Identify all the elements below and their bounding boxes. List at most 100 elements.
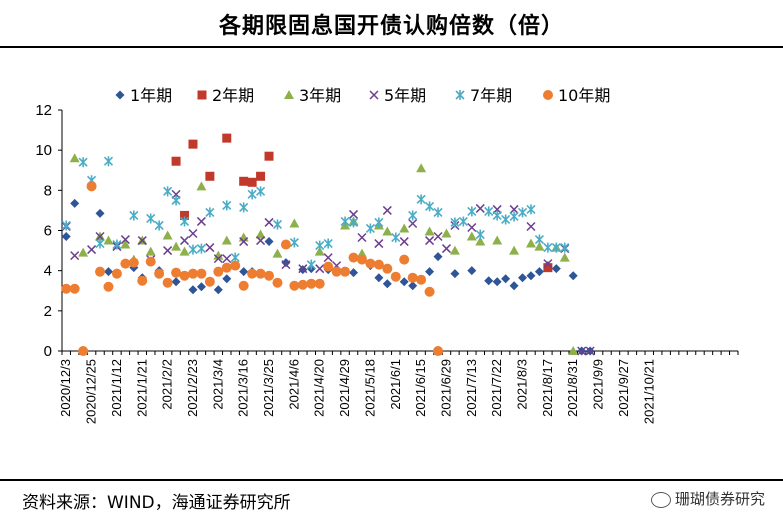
data-point (69, 153, 80, 163)
data-point (399, 237, 409, 247)
data-point (526, 271, 536, 281)
data-point (306, 259, 316, 270)
legend-marker (455, 90, 465, 100)
x-tick-label: 2021/2/2 (160, 359, 175, 410)
data-point (137, 275, 148, 286)
title-rule (0, 46, 783, 48)
data-point (128, 257, 139, 268)
data-point (163, 186, 173, 197)
data-point (95, 266, 106, 277)
legend: 1年期 2年期 3年期 5年期 7年期 10年期 (115, 86, 610, 105)
data-point (348, 217, 359, 228)
wechat-icon (650, 491, 671, 508)
data-point (146, 213, 156, 224)
data-point (408, 218, 418, 229)
data-point (382, 226, 393, 236)
data-point (492, 277, 502, 287)
data-point (120, 239, 131, 249)
data-point (281, 258, 291, 268)
data-point (551, 264, 561, 274)
data-point (534, 267, 544, 277)
data-point (356, 254, 367, 265)
data-point (315, 240, 325, 251)
x-tick-label: 2021/4/6 (286, 359, 301, 410)
data-point (120, 258, 131, 269)
legend-marker (369, 90, 379, 100)
data-point (517, 207, 528, 218)
data-point (518, 273, 528, 283)
x-tick-label: 2020/12/3 (58, 359, 73, 417)
data-point (103, 235, 114, 245)
data-point (374, 239, 384, 249)
legend-item: 2年期 (197, 86, 254, 105)
x-tick-label: 2021/8/3 (515, 359, 530, 410)
data-point (526, 221, 536, 232)
data-point (256, 236, 266, 246)
data-point (196, 181, 207, 191)
data-point (272, 219, 283, 230)
data-point (509, 211, 519, 222)
data-point (348, 252, 359, 263)
data-point (187, 268, 198, 279)
x-tick-label: 2021/4/29 (337, 359, 352, 417)
data-point (492, 210, 502, 221)
data-point (180, 210, 190, 220)
data-point (196, 243, 206, 254)
data-point (188, 244, 198, 255)
data-point (424, 226, 435, 236)
chart-title: 各期限固息国开债认购倍数（倍） (218, 14, 564, 39)
data-point (433, 346, 444, 356)
legend-item: 7年期 (455, 86, 512, 105)
legend-item: 10年期 (543, 86, 610, 105)
data-point (162, 230, 173, 240)
data-point (221, 262, 232, 273)
data-point (560, 242, 570, 253)
data-point (323, 253, 333, 263)
data-point (264, 151, 274, 161)
data-point (95, 208, 105, 218)
data-point (70, 198, 80, 208)
data-point (162, 277, 173, 288)
data-point (205, 207, 215, 218)
data-point (525, 238, 536, 248)
data-point (239, 176, 249, 186)
data-point (238, 280, 249, 291)
data-point (577, 346, 587, 356)
x-tick-label: 2021/1/12 (109, 359, 124, 417)
data-point (247, 268, 258, 279)
data-point (188, 228, 198, 239)
data-point (247, 189, 257, 200)
data-point (534, 241, 545, 251)
data-point (230, 260, 241, 271)
x-axis: 2020/12/3 2020/12/25 2021/1/12 2021/1/21 202… (58, 350, 739, 424)
x-tick-label: 2020/12/25 (84, 359, 99, 424)
data-point (86, 181, 97, 192)
data-point (95, 231, 105, 242)
data-point (61, 232, 71, 242)
data-point (509, 281, 519, 291)
data-point (475, 229, 485, 240)
data-point (255, 229, 266, 239)
data-point (222, 254, 232, 264)
data-point (340, 266, 351, 277)
data-point (196, 282, 206, 292)
data-point (272, 277, 283, 288)
legend-label: 7年期 (470, 86, 512, 105)
x-tick-label: 2021/6/15 (413, 359, 428, 417)
data-point (365, 223, 375, 234)
series-6 (61, 181, 444, 356)
data-point (390, 271, 401, 282)
x-tick-label: 2021/8/31 (565, 359, 580, 417)
x-tick-label: 2021/4/20 (312, 359, 327, 417)
data-point (466, 231, 477, 241)
data-point (467, 222, 477, 233)
data-point (163, 246, 173, 256)
data-point (365, 258, 376, 269)
x-tick-label: 2021/10/21 (641, 359, 656, 424)
data-point (179, 236, 190, 246)
x-tick-label: 2021/5/18 (362, 359, 377, 417)
data-point (433, 231, 443, 242)
title-bar: 各期限固息国开债认购倍数（倍） (0, 0, 783, 48)
data-point (61, 220, 71, 231)
legend-label: 3年期 (299, 86, 341, 105)
